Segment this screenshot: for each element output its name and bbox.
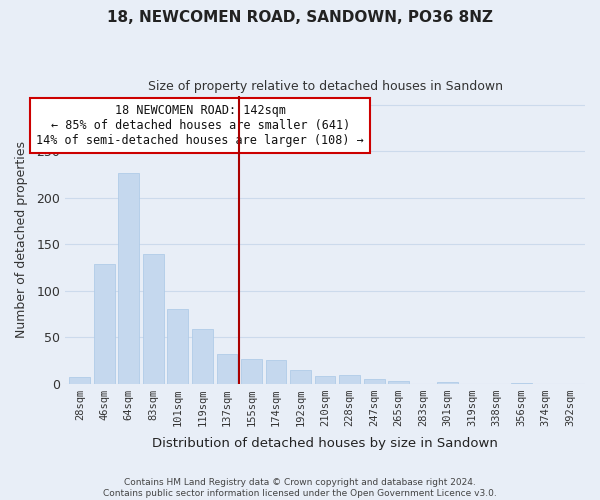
Y-axis label: Number of detached properties: Number of detached properties (15, 141, 28, 338)
Bar (94, 264, 115, 384)
X-axis label: Distribution of detached houses by size in Sandown: Distribution of detached houses by size … (152, 437, 498, 450)
Title: Size of property relative to detached houses in Sandown: Size of property relative to detached ho… (148, 80, 503, 93)
Bar (437, 382, 458, 384)
Text: Contains HM Land Registry data © Crown copyright and database right 2024.
Contai: Contains HM Land Registry data © Crown c… (103, 478, 497, 498)
Bar (266, 360, 286, 384)
Bar (70, 377, 90, 384)
Bar (167, 309, 188, 384)
Bar (192, 328, 213, 384)
Bar (118, 172, 139, 384)
Bar (241, 360, 262, 384)
Bar (143, 254, 164, 384)
Bar (511, 382, 532, 384)
Bar (217, 354, 238, 384)
Bar (290, 370, 311, 384)
Bar (314, 376, 335, 384)
Bar (388, 380, 409, 384)
Text: 18, NEWCOMEN ROAD, SANDOWN, PO36 8NZ: 18, NEWCOMEN ROAD, SANDOWN, PO36 8NZ (107, 10, 493, 25)
Text: 18 NEWCOMEN ROAD: 142sqm
← 85% of detached houses are smaller (641)
14% of semi-: 18 NEWCOMEN ROAD: 142sqm ← 85% of detach… (37, 104, 364, 147)
Bar (339, 375, 360, 384)
Bar (364, 379, 385, 384)
